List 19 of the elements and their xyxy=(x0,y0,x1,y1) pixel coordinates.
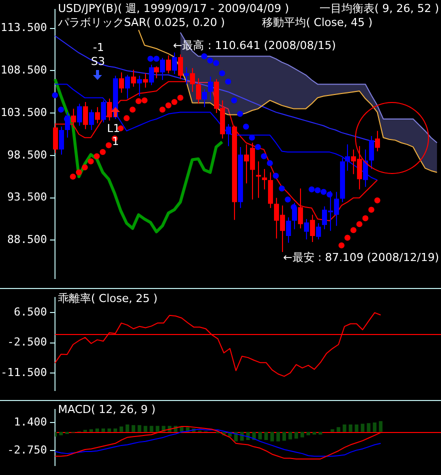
y-tick-label: 103.500 xyxy=(0,106,47,119)
y-tick-label: 113.500 xyxy=(0,21,47,34)
chart-title: 乖離率( Close, 25 ) xyxy=(58,292,158,305)
annotation: ←最安 : 87.109 (2008/12/19) xyxy=(283,251,439,264)
y-tick-label: 88.500 xyxy=(7,233,47,246)
y-tick-label: -2.750 xyxy=(7,443,47,456)
y-tick-label: 108.500 xyxy=(0,64,47,77)
chart-title: MACD( 12, 26, 9 ) xyxy=(58,403,156,416)
chart-title: USD/JPY(B)( 週, 1999/09/17 - 2009/04/09 ) xyxy=(58,2,290,15)
y-tick-label: 6.500 xyxy=(14,306,47,319)
y-tick-label: -2.500 xyxy=(7,336,47,349)
annotation: 一目均衡表( 9, 26, 52 ) xyxy=(319,2,439,15)
annotation: -1 xyxy=(93,41,104,54)
annotation: パラボリックSAR( 0.025, 0.20 ) xyxy=(58,16,225,29)
y-tick-label: 93.500 xyxy=(7,190,47,204)
y-tick-label: 1.400 xyxy=(14,415,47,428)
y-tick-label: -11.500 xyxy=(0,366,47,379)
y-tick-label: 98.500 xyxy=(7,148,47,162)
annotation: 移動平均( Close, 45 ) xyxy=(262,16,373,29)
